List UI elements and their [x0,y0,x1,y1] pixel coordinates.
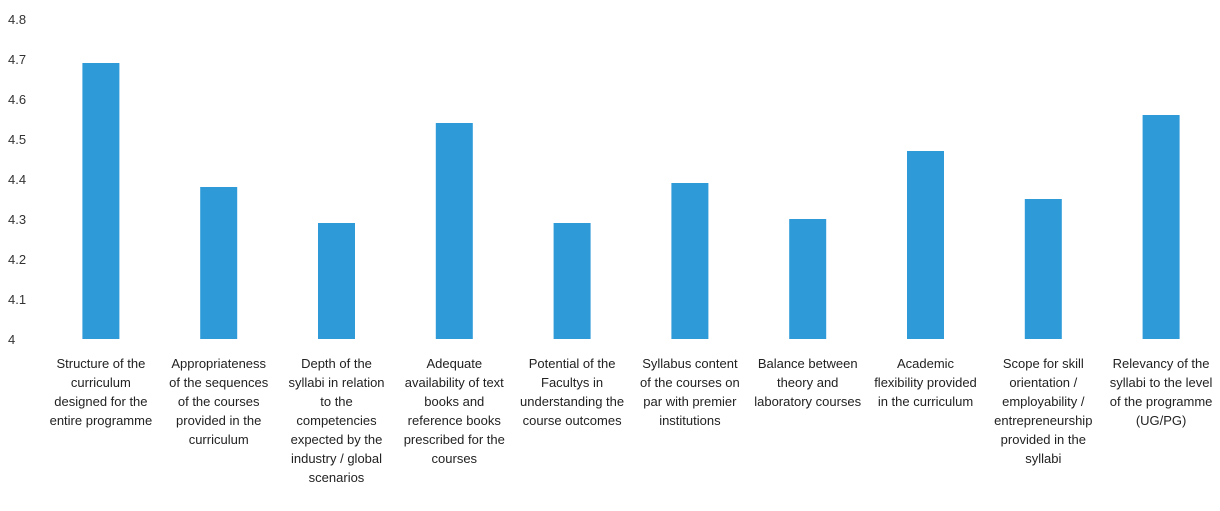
x-category-label-line: flexibility provided [874,375,977,390]
x-category-label-line: books and [424,394,484,409]
x-category-label-line: curriculum [71,375,131,390]
y-tick-label: 4.3 [8,212,26,227]
x-category-label-line: par with premier [643,394,737,409]
x-category-label-line: Academic [897,356,955,371]
x-category-label-line: Appropriateness [171,356,266,371]
bar [1142,115,1180,339]
x-category-label-line: of the sequences [169,375,269,390]
x-category-label-line: prescribed for the [404,432,505,447]
x-category-label: Adequate availability of text books and ref… [404,356,505,466]
x-category-label-line: Structure of the [56,356,145,371]
x-category-label-line: course outcomes [523,413,622,428]
x-category-label: Depth of the syllabi in relation to the com… [288,356,384,485]
x-category-label-line: provided in the [1001,432,1086,447]
x-category-label-line: industry / global [291,451,382,466]
x-category-label-line: availability of text [405,375,504,390]
x-category-label: Appropriateness of the sequences of the co… [169,356,269,447]
bar [553,223,591,339]
x-category-label-line: Syllabus content [642,356,738,371]
x-category-label-line: designed for the [54,394,147,409]
x-category-label-line: syllabi to the level [1110,375,1213,390]
y-tick-label: 4.8 [8,12,26,27]
x-category-label-line: Relevancy of the [1113,356,1210,371]
y-tick-label: 4.5 [8,132,26,147]
x-category-label-line: (UG/PG) [1136,413,1187,428]
x-category-label-line: laboratory courses [754,394,861,409]
x-category-label-line: Depth of the [301,356,372,371]
x-category-label-line: theory and [777,375,838,390]
x-category-label-line: entrepreneurship [994,413,1092,428]
x-category-label-line: courses [432,451,478,466]
y-tick-label: 4.7 [8,52,26,67]
x-category-label-line: entire programme [50,413,153,428]
x-category-label-line: Adequate [426,356,482,371]
y-tick-label: 4.1 [8,292,26,307]
bar [82,63,120,339]
x-category-label-line: in the curriculum [878,394,973,409]
x-category-label-line: Balance between [758,356,858,371]
x-category-label: Potential of the Facultys in understanding… [520,356,624,428]
x-category-label-line: of the courses on [640,375,740,390]
y-tick-label: 4.2 [8,252,26,267]
bar [200,187,238,339]
bar [789,219,827,339]
bar [1024,199,1062,339]
x-category-label: Academic flexibility provided in the curri… [874,356,977,409]
x-category-label-line: understanding the [520,394,624,409]
x-axis-labels: Structure of the curriculum designed for t… [50,356,1213,485]
y-tick-label: 4.4 [8,172,26,187]
x-category-label-line: provided in the [176,413,261,428]
x-category-label-line: of the programme [1110,394,1213,409]
bar [318,223,355,339]
y-axis: 4 4.1 4.2 4.3 4.4 4.5 4.6 4.7 4.8 [8,12,26,347]
x-category-label-line: curriculum [189,432,249,447]
x-category-label: Relevancy of the syllabi to the level of t… [1110,356,1213,428]
x-category-label-line: Scope for skill [1003,356,1084,371]
x-category-label-line: scenarios [309,470,365,485]
bar [907,151,944,339]
x-category-label: Syllabus content of the courses on par wit… [640,356,740,428]
bars [82,63,1180,339]
x-category-label-line: of the courses [178,394,260,409]
x-category-label-line: expected by the [291,432,383,447]
x-category-label-line: syllabi in relation [288,375,384,390]
x-category-label-line: Potential of the [529,356,616,371]
x-category-label-line: institutions [659,413,721,428]
x-category-label-line: competencies [296,413,377,428]
y-tick-label: 4 [8,332,15,347]
y-tick-label: 4.6 [8,92,26,107]
x-category-label-line: to the [320,394,353,409]
x-category-label-line: orientation / [1009,375,1077,390]
x-category-label: Scope for skill orientation / employabilit… [994,356,1092,466]
x-category-label-line: reference books [408,413,502,428]
x-category-label: Balance between theory and laboratory cour… [754,356,861,409]
bar [435,123,473,339]
x-category-label: Structure of the curriculum designed for t… [50,356,153,428]
bar [671,183,709,339]
x-category-label-line: syllabi [1025,451,1061,466]
x-category-label-line: Facultys in [541,375,603,390]
x-category-label-line: employability / [1002,394,1085,409]
